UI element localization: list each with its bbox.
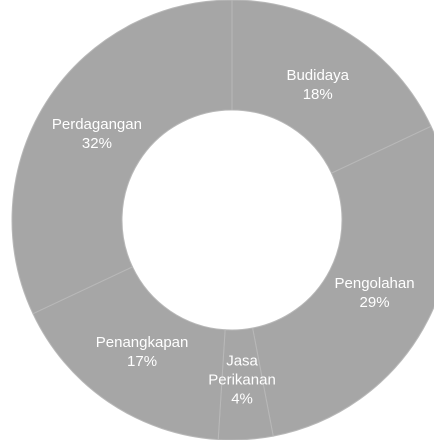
category-label: Jasa Perikanan — [208, 352, 276, 389]
segment-label: Budidaya 18% — [270, 66, 366, 104]
value-label: 32% — [81, 135, 112, 153]
segment-label: Pengolahan 29% — [327, 274, 423, 312]
value-label: 17% — [127, 353, 158, 371]
donut-segment — [231, 0, 432, 174]
value-label: 4% — [231, 390, 253, 408]
segment-label: Perdagangan 32% — [49, 115, 145, 153]
category-label: Budidaya — [286, 66, 349, 84]
segment-label: Jasa Perikanan 4% — [194, 351, 290, 408]
donut-segment — [11, 0, 233, 315]
category-label: Pengolahan — [334, 274, 415, 292]
donut-segment — [32, 266, 226, 440]
segment-label: Penangkapan 17% — [94, 333, 190, 371]
donut-segment — [252, 125, 434, 437]
category-label: Perdagangan — [51, 116, 142, 134]
value-label: 18% — [302, 85, 333, 103]
category-label: Penangkapan — [95, 334, 189, 352]
value-label: 29% — [359, 293, 390, 311]
